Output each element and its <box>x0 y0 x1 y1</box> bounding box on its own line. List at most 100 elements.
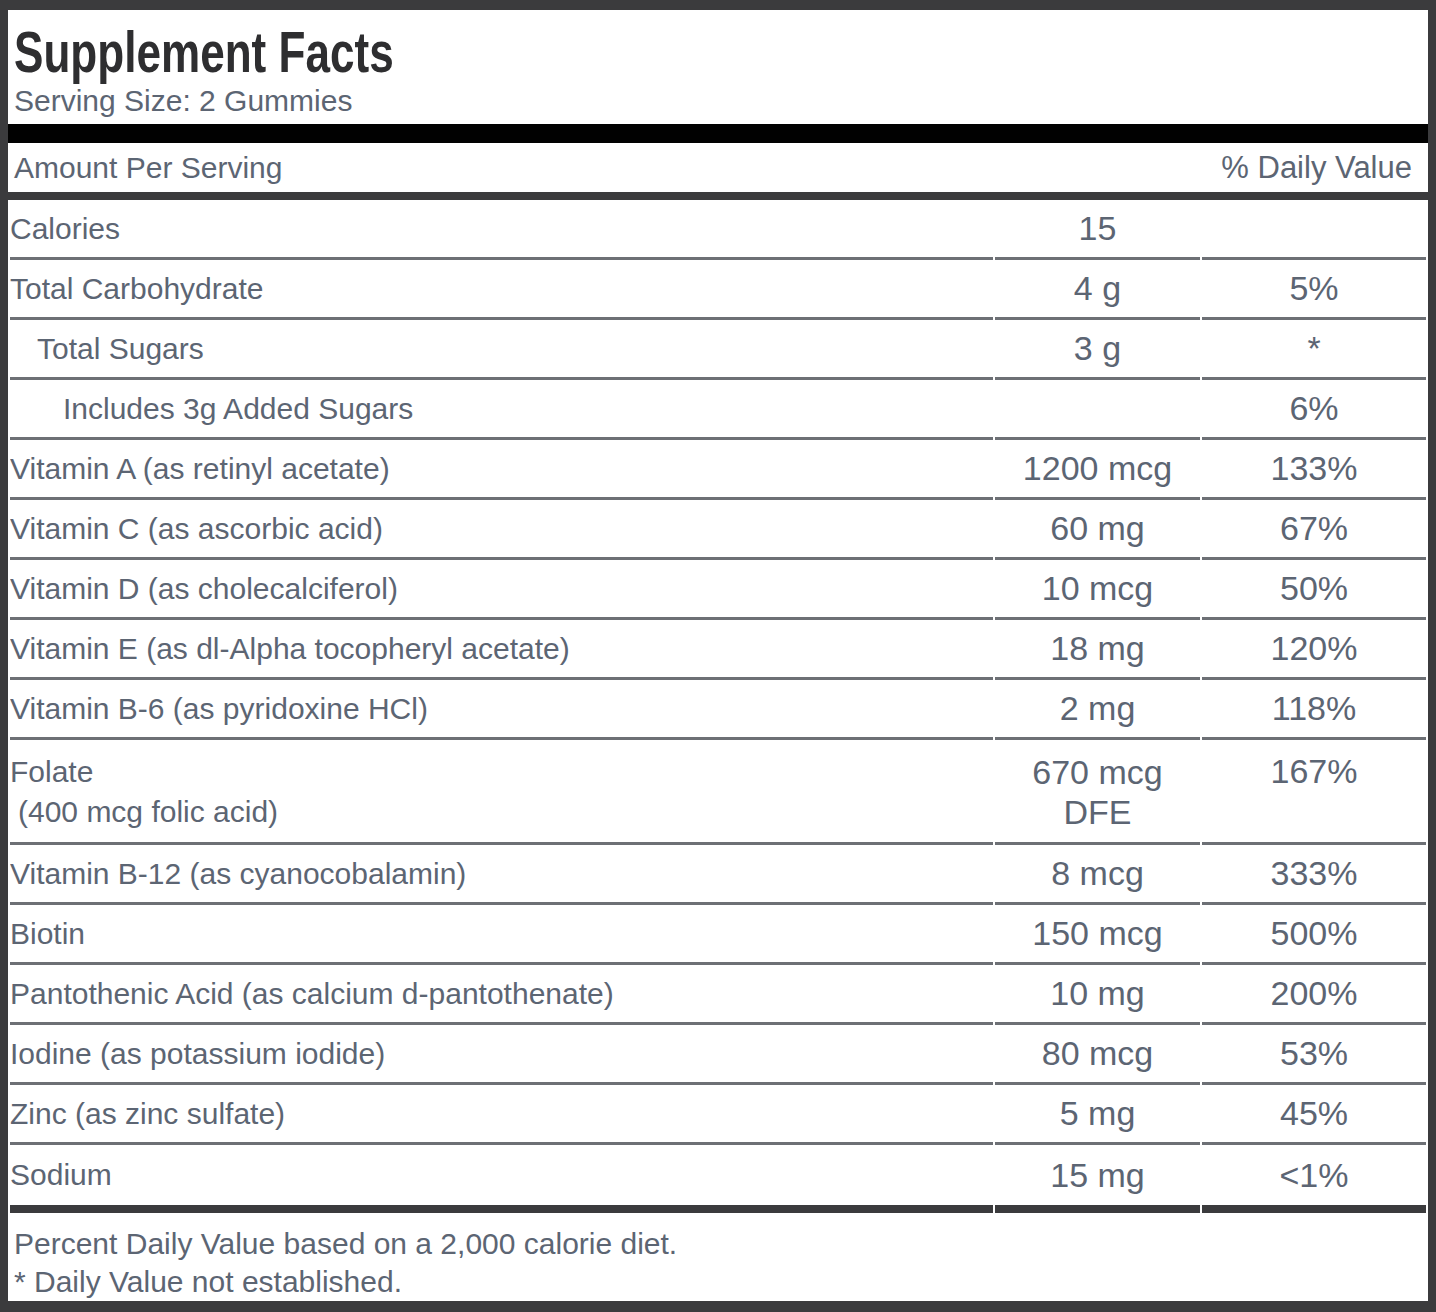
table-row: Calories 15 <box>10 200 1426 260</box>
nutrient-name: Pantothenic Acid (as calcium d-pantothen… <box>10 977 993 1011</box>
nutrient-name: Sodium <box>10 1158 993 1192</box>
nutrient-name: Vitamin B-6 (as pyridoxine HCl) <box>10 692 993 726</box>
nutrient-amount-cell: 18 mg <box>995 620 1200 680</box>
nutrient-name: Zinc (as zinc sulfate) <box>10 1097 993 1131</box>
facts-body: Calories 15 Total Carbohydrate 4 g 5% To… <box>10 200 1426 1213</box>
label-header: Supplement Facts Serving Size: 2 Gummies <box>8 10 1428 124</box>
nutrient-daily-value: * <box>1202 320 1426 380</box>
nutrient-amount: 15 mg <box>995 1156 1200 1195</box>
nutrient-amount-cell: 150 mcg <box>995 905 1200 965</box>
nutrient-amount-cell: 10 mcg <box>995 560 1200 620</box>
nutrient-amount-cell: 10 mg <box>995 965 1200 1025</box>
amount-per-serving-header: Amount Per Serving <box>14 151 282 185</box>
table-row: Sodium 15 mg <1% <box>10 1145 1426 1213</box>
nutrient-daily-value: 200% <box>1202 965 1426 1025</box>
nutrient-amount: 10 mcg <box>995 569 1200 608</box>
nutrient-name: Vitamin E (as dl-Alpha tocopheryl acetat… <box>10 632 993 666</box>
nutrient-name-cell: Sodium <box>10 1145 993 1213</box>
facts-table: Calories 15 Total Carbohydrate 4 g 5% To… <box>8 200 1428 1213</box>
nutrient-name-cell: Vitamin B-12 (as cyanocobalamin) <box>10 845 993 905</box>
nutrient-name: Vitamin C (as ascorbic acid) <box>10 512 993 546</box>
nutrient-amount: 8 mcg <box>995 854 1200 893</box>
nutrient-daily-value: 67% <box>1202 500 1426 560</box>
nutrient-name: Calories <box>10 212 993 246</box>
nutrient-name: Biotin <box>10 917 993 951</box>
nutrient-amount: 18 mg <box>995 629 1200 668</box>
nutrient-amount: 4 g <box>995 269 1200 308</box>
nutrient-name-cell: Vitamin B-6 (as pyridoxine HCl) <box>10 680 993 740</box>
table-row: Total Sugars 3 g * <box>10 320 1426 380</box>
nutrient-daily-value: 118% <box>1202 680 1426 740</box>
nutrient-amount: 150 mcg <box>995 914 1200 953</box>
table-row: Iodine (as potassium iodide) 80 mcg 53% <box>10 1025 1426 1085</box>
nutrient-name-cell: Vitamin E (as dl-Alpha tocopheryl acetat… <box>10 620 993 680</box>
nutrient-name-cell: Folate (400 mcg folic acid) <box>10 740 993 845</box>
nutrient-amount-cell: 15 mg <box>995 1145 1200 1213</box>
column-header-row: Amount Per Serving % Daily Value <box>8 143 1428 200</box>
nutrient-name-cell: Vitamin D (as cholecalciferol) <box>10 560 993 620</box>
nutrient-amount-line2: DFE <box>995 792 1200 832</box>
nutrient-daily-value: 50% <box>1202 560 1426 620</box>
nutrient-amount-cell: 15 <box>995 200 1200 260</box>
nutrient-name-cell: Zinc (as zinc sulfate) <box>10 1085 993 1145</box>
nutrient-name: Vitamin D (as cholecalciferol) <box>10 572 993 606</box>
table-row: Vitamin B-12 (as cyanocobalamin) 8 mcg 3… <box>10 845 1426 905</box>
serving-size: Serving Size: 2 Gummies <box>14 84 1428 118</box>
nutrient-amount: 1200 mcg <box>995 449 1200 488</box>
table-row: Vitamin C (as ascorbic acid) 60 mg 67% <box>10 500 1426 560</box>
nutrient-amount-cell: 1200 mcg <box>995 440 1200 500</box>
nutrient-name-cell: Includes 3g Added Sugars <box>10 380 993 440</box>
table-row: Vitamin B-6 (as pyridoxine HCl) 2 mg 118… <box>10 680 1426 740</box>
nutrient-amount-cell: 670 mcg DFE <box>995 740 1200 845</box>
page-title: Supplement Facts <box>14 22 1089 82</box>
nutrient-name: Total Carbohydrate <box>10 272 993 306</box>
nutrient-daily-value: 333% <box>1202 845 1426 905</box>
nutrient-daily-value: <1% <box>1202 1145 1426 1213</box>
nutrient-amount: 3 g <box>995 329 1200 368</box>
nutrient-daily-value: 53% <box>1202 1025 1426 1085</box>
nutrient-name-cell: Iodine (as potassium iodide) <box>10 1025 993 1085</box>
table-row: Vitamin D (as cholecalciferol) 10 mcg 50… <box>10 560 1426 620</box>
nutrient-name-cell: Total Sugars <box>10 320 993 380</box>
nutrient-amount-cell: 5 mg <box>995 1085 1200 1145</box>
nutrient-name: Vitamin B-12 (as cyanocobalamin) <box>10 857 993 891</box>
nutrient-amount: 15 <box>995 209 1200 248</box>
nutrient-amount: 670 mcg <box>995 752 1200 792</box>
nutrient-amount-cell: 80 mcg <box>995 1025 1200 1085</box>
nutrient-name: Vitamin A (as retinyl acetate) <box>10 452 993 486</box>
table-row: Folate (400 mcg folic acid) 670 mcg DFE … <box>10 740 1426 845</box>
nutrient-amount: 2 mg <box>995 689 1200 728</box>
nutrient-amount: 60 mg <box>995 509 1200 548</box>
nutrient-amount-cell: 60 mg <box>995 500 1200 560</box>
table-row: Biotin 150 mcg 500% <box>10 905 1426 965</box>
table-row: Vitamin A (as retinyl acetate) 1200 mcg … <box>10 440 1426 500</box>
table-row: Pantothenic Acid (as calcium d-pantothen… <box>10 965 1426 1025</box>
nutrient-name-cell: Biotin <box>10 905 993 965</box>
footer-line-2: * Daily Value not established. <box>14 1263 1428 1301</box>
daily-value-header: % Daily Value <box>1221 150 1412 186</box>
table-row: Zinc (as zinc sulfate) 5 mg 45% <box>10 1085 1426 1145</box>
nutrient-daily-value: 5% <box>1202 260 1426 320</box>
footer-line-1: Percent Daily Value based on a 2,000 cal… <box>14 1225 1428 1263</box>
label-body: Supplement Facts Serving Size: 2 Gummies… <box>8 10 1428 1301</box>
nutrient-name: Total Sugars <box>37 332 993 366</box>
nutrient-name-cell: Vitamin A (as retinyl acetate) <box>10 440 993 500</box>
table-row: Vitamin E (as dl-Alpha tocopheryl acetat… <box>10 620 1426 680</box>
nutrient-amount-cell: 2 mg <box>995 680 1200 740</box>
nutrient-name-sub: (400 mcg folic acid) <box>10 792 993 832</box>
nutrient-amount-cell: 3 g <box>995 320 1200 380</box>
nutrient-daily-value: 6% <box>1202 380 1426 440</box>
nutrient-name: Includes 3g Added Sugars <box>63 392 993 426</box>
nutrient-daily-value: 167% <box>1202 740 1426 845</box>
nutrient-name-cell: Calories <box>10 200 993 260</box>
nutrient-daily-value: 120% <box>1202 620 1426 680</box>
nutrient-amount: 10 mg <box>995 974 1200 1013</box>
nutrient-daily-value: 133% <box>1202 440 1426 500</box>
nutrient-amount-cell: 8 mcg <box>995 845 1200 905</box>
nutrient-daily-value: 500% <box>1202 905 1426 965</box>
table-row: Includes 3g Added Sugars 6% <box>10 380 1426 440</box>
thick-divider-bar <box>8 124 1428 143</box>
nutrient-name: Folate <box>10 752 993 792</box>
nutrient-daily-value: 45% <box>1202 1085 1426 1145</box>
supplement-facts-label: Supplement Facts Serving Size: 2 Gummies… <box>0 0 1436 1312</box>
